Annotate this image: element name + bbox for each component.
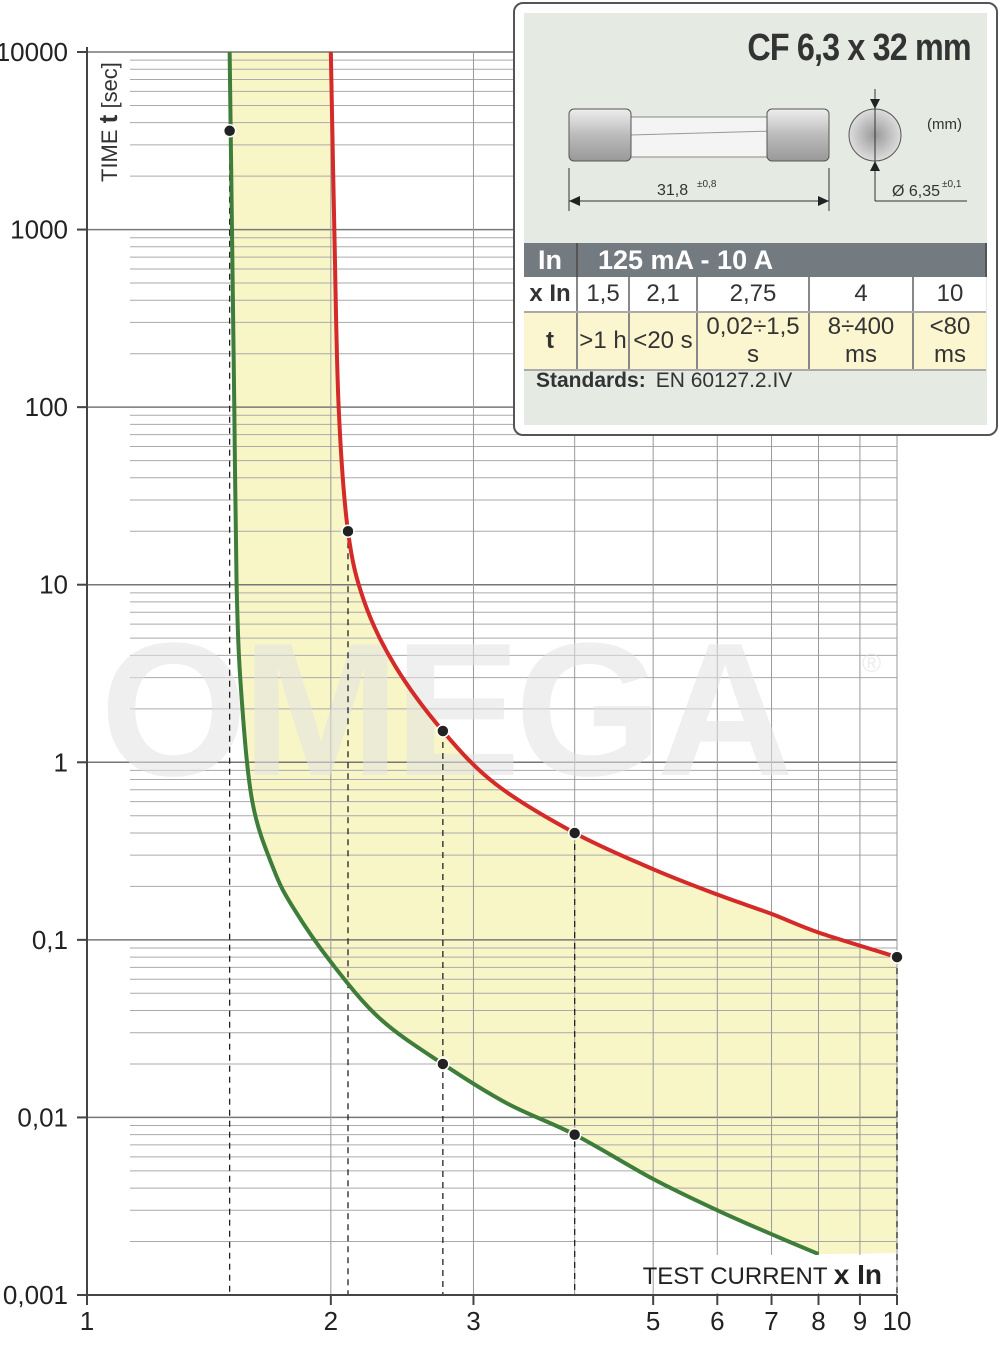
y-tick-label: 10 xyxy=(39,570,68,600)
x-in-cell: 4 xyxy=(809,277,914,313)
data-point xyxy=(567,826,582,840)
watermark-registered: ® xyxy=(862,648,881,678)
fuse-spec-table: In 125 mA - 10 A x In 1,5 2,1 2,75 4 10 t… xyxy=(524,243,987,371)
standards-label: Standards: xyxy=(536,369,646,392)
fuse-dimension-drawing: 31,8 ±0,8 Ø 6,35 ±0,1 (mm) xyxy=(568,89,967,211)
t-label: t xyxy=(524,312,578,371)
t-cell: <20 s xyxy=(629,312,698,371)
x-in-cell: 2,75 xyxy=(697,277,810,313)
data-point xyxy=(436,724,450,738)
omega-watermark: OMEGA xyxy=(100,604,790,816)
length-value: 31,8 xyxy=(657,182,688,199)
x-tick-label: 10 xyxy=(883,1306,912,1336)
y-tick-label: 1 xyxy=(54,747,68,777)
t-cell: <80 ms xyxy=(913,312,986,371)
y-tick-label: 100 xyxy=(25,392,68,422)
x-in-cell: 10 xyxy=(913,277,986,313)
y-tick-label: 0,1 xyxy=(32,925,68,955)
unit-label: (mm) xyxy=(927,116,962,133)
diameter-value: Ø 6,35 xyxy=(892,183,940,200)
in-label: In xyxy=(524,243,578,277)
y-tick-label: 0,001 xyxy=(3,1280,68,1310)
y-tick-label: 1000 xyxy=(10,215,68,245)
data-point xyxy=(890,950,904,964)
y-tick-label: 0,01 xyxy=(17,1102,68,1132)
y-axis-label: TIME t [sec] xyxy=(93,62,123,182)
standards-value: EN 60127.2.IV xyxy=(655,369,793,392)
x-tick-label: 2 xyxy=(324,1306,338,1336)
x-tick-label: 1 xyxy=(80,1306,94,1336)
data-point xyxy=(222,124,237,138)
data-point xyxy=(341,524,355,539)
x-tick-label: 6 xyxy=(710,1306,724,1336)
fuse-cap-left xyxy=(568,108,632,162)
y-tick-label: 10000 xyxy=(0,37,68,67)
x-tick-label: 3 xyxy=(466,1306,480,1336)
data-point xyxy=(567,1127,582,1142)
fuse-info-panel: CF 6,3 x 32 mm 31,8 ±0,8 Ø 6,35 ±0,1 (mm… xyxy=(513,2,998,436)
min-prearcing-curve xyxy=(227,51,820,1256)
x-axis-label: TEST CURRENT x In xyxy=(643,1259,882,1290)
x-tick-label: 8 xyxy=(811,1306,825,1336)
x-tick-label: 9 xyxy=(853,1306,867,1336)
t-cell: 0,02÷1,5 s xyxy=(697,312,810,371)
fuse-title: CF 6,3 x 32 mm xyxy=(747,27,972,69)
diameter-tolerance: ±0,1 xyxy=(942,179,962,190)
t-cell: 8÷400 ms xyxy=(809,312,914,371)
fuse-cap-right xyxy=(766,108,830,162)
length-tolerance: ±0,8 xyxy=(697,179,717,190)
x-tick-label: 7 xyxy=(764,1306,778,1336)
x-tick-label: 5 xyxy=(646,1306,660,1336)
fuse-glass-body xyxy=(629,116,775,158)
x-in-cell: 2,1 xyxy=(629,277,698,313)
x-in-cell: 1,5 xyxy=(577,277,630,313)
data-point xyxy=(436,1057,450,1071)
t-cell: >1 h xyxy=(577,312,630,371)
safe-zone-fill xyxy=(229,52,898,1255)
x-in-label: x In xyxy=(524,277,578,313)
in-range: 125 mA - 10 A xyxy=(577,243,987,277)
standards: Standards: EN 60127.2.IV xyxy=(536,369,792,393)
